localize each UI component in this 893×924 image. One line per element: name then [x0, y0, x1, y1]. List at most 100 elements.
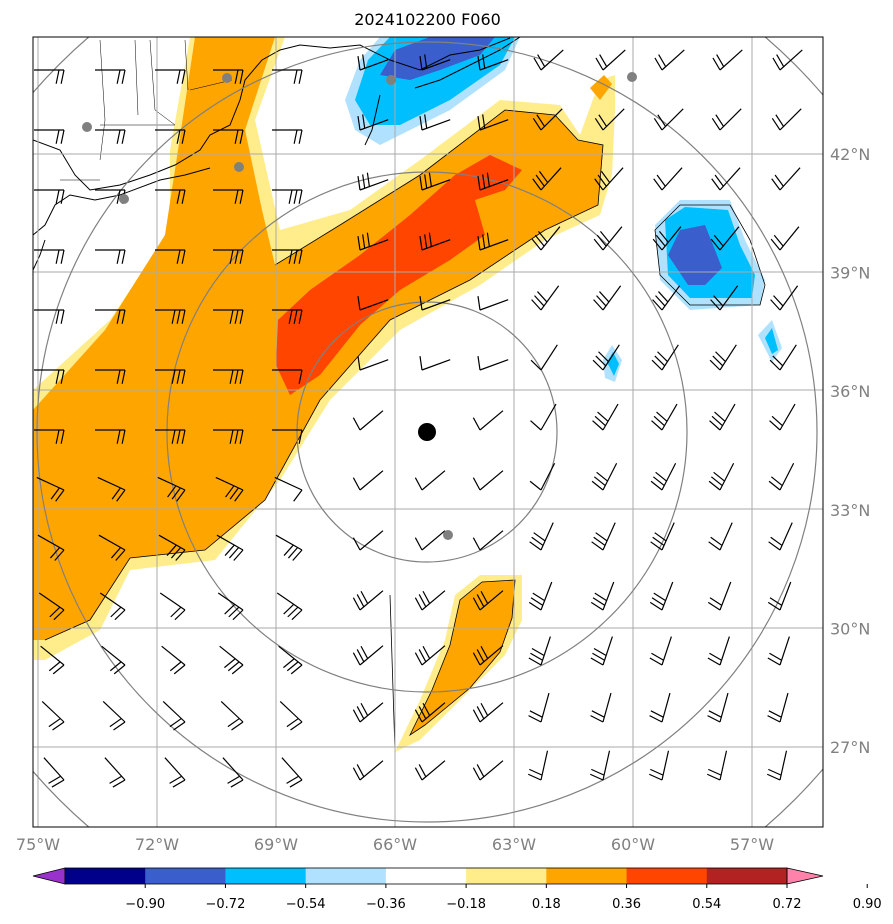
wind-barb: [272, 309, 303, 324]
y-tick-label: 30°N: [830, 619, 870, 638]
wind-barb: [157, 476, 186, 502]
wind-barb: [477, 114, 509, 131]
wind-barb: [472, 645, 504, 666]
wind-barb: [472, 410, 504, 431]
wind-barb: [594, 108, 625, 131]
wind-barb: [34, 249, 65, 264]
wind-barb: [707, 692, 729, 723]
map-frame: [32, 36, 824, 828]
wind-barb: [95, 429, 126, 444]
wind-barb: [414, 760, 446, 781]
wind-barb: [158, 534, 186, 561]
wind-barb: [155, 369, 186, 384]
wind-barb: [652, 226, 682, 251]
wind-barb: [352, 590, 384, 611]
wind-barb: [472, 470, 504, 491]
wind-barb: [34, 369, 65, 384]
wind-barb: [419, 356, 451, 371]
colorbar-extend-high: [786, 867, 824, 885]
wind-barb: [279, 700, 303, 731]
wind-barb: [352, 760, 384, 781]
wind-barb: [95, 129, 126, 144]
wind-barb: [706, 750, 728, 781]
wind-barb: [709, 344, 737, 371]
wind-barb: [155, 249, 186, 264]
wind-barb: [650, 462, 677, 491]
wind-barb: [532, 167, 562, 191]
wind-barb: [766, 750, 788, 781]
colorbar-segment: [626, 868, 708, 884]
wind-barb: [357, 114, 389, 131]
wind-barb: [770, 226, 800, 251]
wind-barb: [419, 232, 451, 251]
wind-barb: [222, 757, 244, 788]
wind-barb: [649, 581, 674, 611]
station-marker: [222, 73, 232, 83]
wind-barb: [419, 114, 451, 131]
contour-fill-neg-0.36-d: [607, 352, 619, 376]
range-ring-1: [296, 301, 558, 563]
wind-barb: [477, 296, 509, 311]
wind-barb: [159, 592, 186, 621]
station-marker: [234, 162, 244, 172]
x-tick-labels: 75°W 72°W 69°W 66°W 63°W 60°W 57°W: [16, 835, 774, 854]
wind-barb: [213, 69, 244, 84]
wind-barb: [532, 108, 563, 131]
wind-barb: [770, 285, 799, 311]
wind-barb: [272, 129, 303, 144]
wind-barb: [276, 592, 303, 621]
colorbar-tick-label: −0.36: [366, 897, 406, 912]
colorbar-segment: [546, 868, 628, 884]
y-tick-label: 39°N: [830, 264, 870, 283]
colorbar: [32, 867, 824, 885]
x-tick-label: 69°W: [254, 835, 298, 854]
wind-barb: [768, 522, 793, 551]
wind-barb: [653, 108, 684, 131]
wind-barb: [529, 522, 554, 551]
wind-barb: [591, 462, 618, 491]
wind-barb: [594, 167, 624, 191]
wind-barb: [272, 69, 303, 84]
colorbar-tick-label: −0.90: [125, 897, 165, 912]
wind-barb: [767, 581, 792, 611]
wind-barb: [217, 592, 244, 621]
wind-barb: [477, 54, 509, 71]
wind-barb: [95, 309, 126, 324]
wind-barb: [38, 592, 65, 621]
wind-barb: [531, 226, 561, 251]
contour-line: [44, 109, 604, 641]
x-tick-label: 60°W: [611, 835, 655, 854]
wind-barb: [648, 750, 670, 781]
wind-barb: [771, 167, 801, 191]
contour-fill-0.54: [276, 155, 522, 395]
wind-barb: [357, 54, 389, 71]
wind-barb: [472, 702, 504, 723]
wind-barb: [213, 309, 244, 324]
wind-barb: [593, 226, 623, 251]
wind-barb: [528, 636, 551, 666]
state-borders: [60, 39, 233, 181]
wind-barb: [710, 226, 740, 251]
wind-barb: [99, 592, 126, 621]
wind-barb: [36, 476, 65, 502]
wind-barb: [768, 462, 795, 491]
wind-barb: [769, 344, 797, 371]
x-tick-label: 66°W: [373, 835, 417, 854]
wind-barb: [213, 429, 244, 444]
y-tick-label: 27°N: [830, 738, 870, 757]
x-tick-label: 75°W: [16, 835, 60, 854]
wind-barb: [101, 645, 126, 675]
y-tick-labels: 42°N 39°N 36°N 33°N 30°N 27°N: [830, 145, 870, 757]
wind-barb: [477, 232, 509, 251]
colorbar-tick-label: −0.54: [286, 897, 326, 912]
colorbar-segment: [225, 868, 307, 884]
gridlines: [33, 37, 823, 827]
wind-barb: [352, 530, 384, 551]
wind-barb: [213, 369, 244, 384]
colorbar-segment: [145, 868, 226, 884]
wind-barb: [352, 470, 384, 491]
wind-barb: [40, 645, 65, 675]
wind-barb: [595, 49, 626, 71]
